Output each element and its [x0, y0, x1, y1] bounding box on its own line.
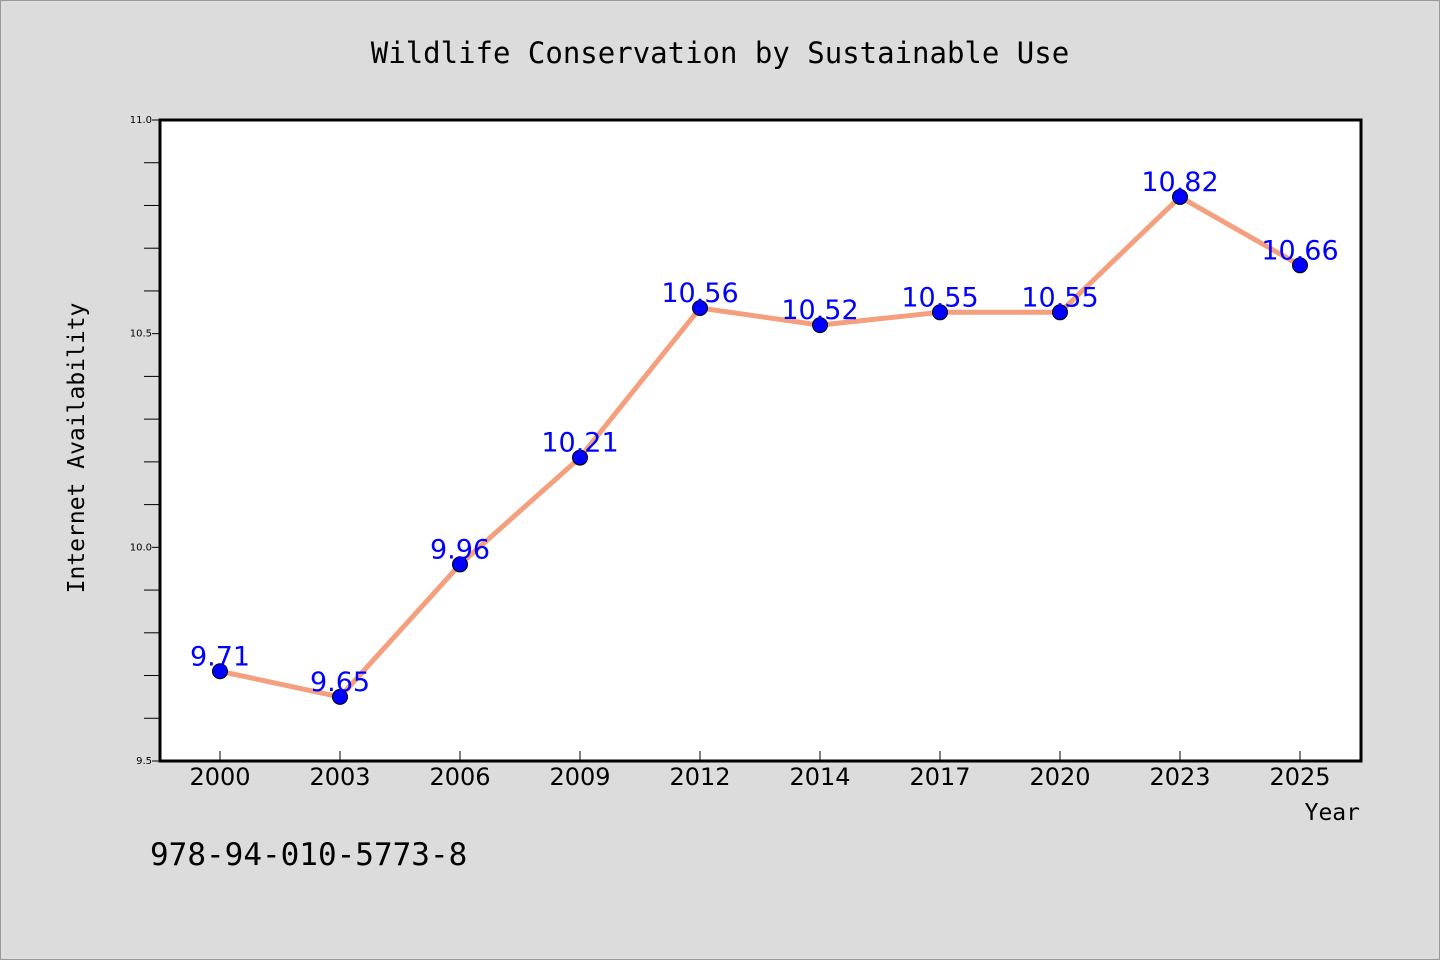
- isbn-text: 978-94-010-5773-8: [150, 837, 467, 873]
- x-tick-label: 2023: [1149, 763, 1210, 791]
- data-label: 10.21: [541, 428, 618, 459]
- series-layer: 9.71 9.65 9.96 10.21 10.56 10.52 10.55 10.55 10.…: [190, 167, 1339, 705]
- plot-area: [158, 118, 1363, 763]
- data-point: [212, 663, 228, 680]
- data-label: 10.66: [1261, 235, 1338, 266]
- data-point: [932, 304, 948, 321]
- data-label: 10.82: [1141, 167, 1218, 198]
- data-point: [572, 449, 588, 466]
- x-tick-label: 2025: [1269, 763, 1330, 791]
- series-line: [219, 194, 1302, 700]
- data-label: 10.52: [781, 295, 858, 326]
- y-tick-label: 9.5: [136, 756, 152, 767]
- data-label: 10.55: [901, 282, 978, 313]
- x-tick-label: 2014: [789, 763, 850, 791]
- data-label: 9.71: [190, 641, 250, 672]
- y-axis: 9.5 10.0 10.5 11.0: [130, 115, 160, 767]
- data-label: 9.65: [310, 667, 370, 698]
- x-tick-label: 2020: [1029, 763, 1090, 791]
- x-tick-label: 2009: [549, 763, 610, 791]
- data-label: 10.55: [1021, 282, 1098, 313]
- x-axis-label: Year: [1305, 800, 1360, 826]
- data-label: 10.56: [661, 278, 738, 309]
- y-axis-label: Internet Availability: [64, 303, 90, 594]
- data-point: [812, 317, 828, 334]
- x-tick-label: 2012: [669, 763, 730, 791]
- data-point: [1292, 257, 1308, 274]
- data-label: 9.96: [430, 534, 490, 565]
- x-axis: 2000 2003 2006 2009 2012 2014 2017 2020 2023 2025: [189, 751, 1331, 791]
- x-tick-label: 2017: [909, 763, 970, 791]
- data-point: [452, 556, 468, 573]
- y-tick-label: 11.0: [130, 115, 152, 126]
- data-point: [1172, 188, 1188, 205]
- y-tick-label: 10.0: [130, 542, 152, 553]
- data-point: [332, 688, 348, 705]
- chart-title: Wildlife Conservation by Sustainable Use: [371, 36, 1069, 70]
- y-tick-label: 10.5: [130, 329, 152, 340]
- data-point: [692, 300, 708, 317]
- data-point: [1052, 304, 1068, 321]
- x-tick-label: 2000: [189, 763, 250, 791]
- x-tick-label: 2006: [429, 763, 490, 791]
- x-tick-label: 2003: [309, 763, 370, 791]
